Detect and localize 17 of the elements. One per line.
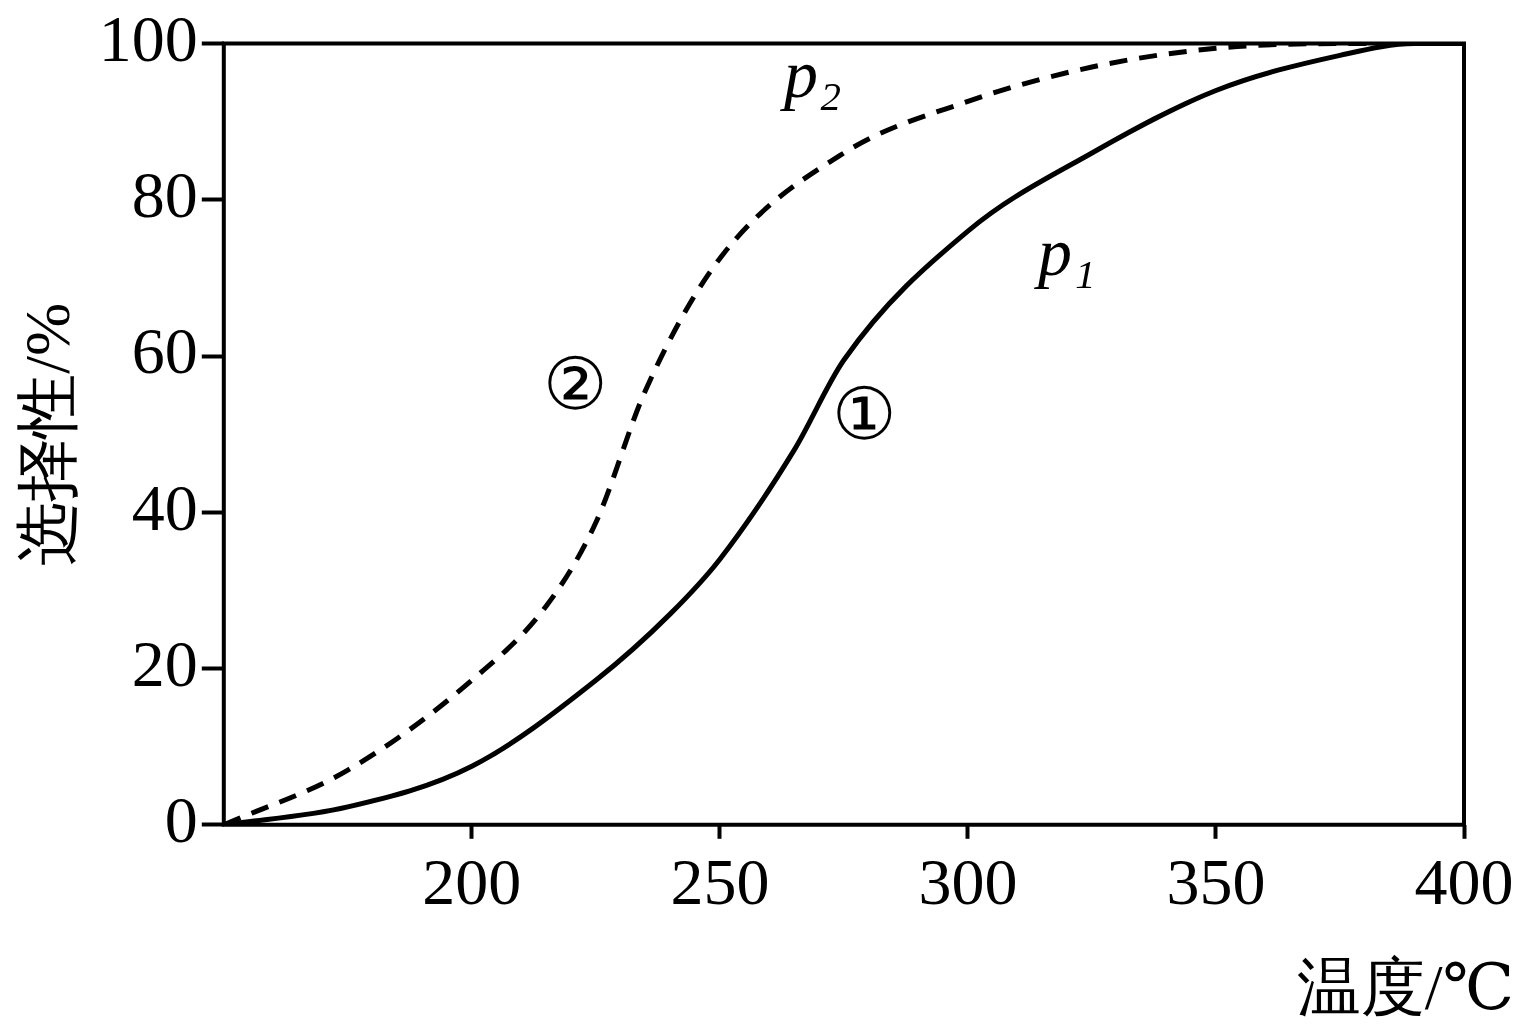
x-tick-label: 200	[422, 844, 522, 918]
x-axis-title: 温度/℃	[1296, 951, 1514, 1023]
y-tick-label: 80	[131, 158, 198, 232]
x-tick-label: 400	[1414, 844, 1514, 918]
x-tick-label: 250	[670, 844, 770, 918]
x-tick-label: 350	[1166, 844, 1266, 918]
series-label: p₁	[1033, 213, 1096, 290]
annotation: ①	[831, 374, 897, 455]
series-label: p₂	[779, 35, 842, 112]
y-axis-title: 选择性/%	[12, 302, 84, 566]
y-tick-label: 40	[131, 470, 198, 544]
y-tick-label: 0	[164, 783, 198, 857]
y-tick-label: 100	[98, 1, 198, 75]
y-tick-label: 20	[131, 626, 198, 700]
y-tick-label: 60	[131, 314, 198, 388]
x-tick-label: 300	[918, 844, 1018, 918]
annotation: ②	[542, 345, 608, 426]
